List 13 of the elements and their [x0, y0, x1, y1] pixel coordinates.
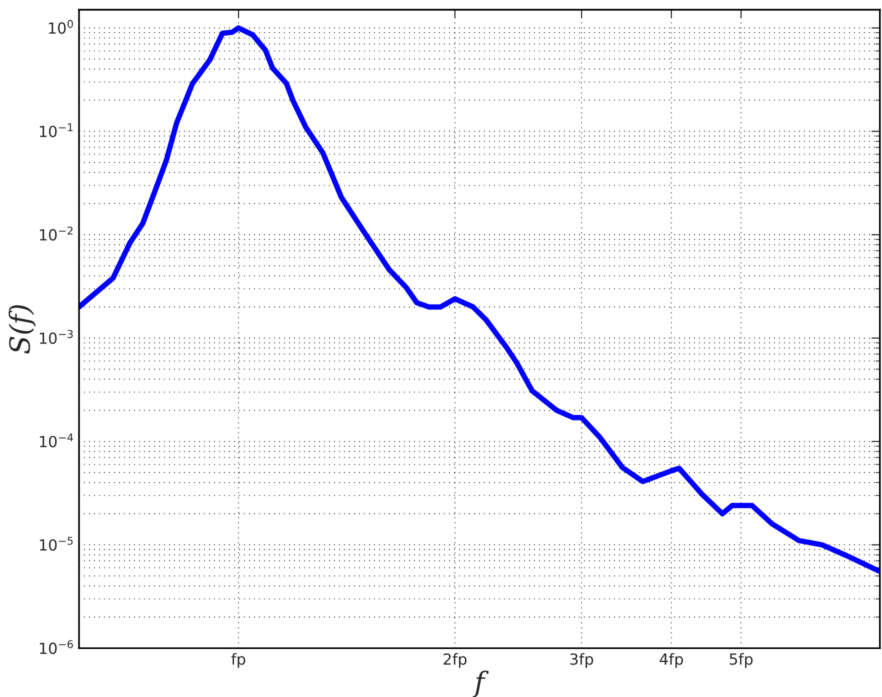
y-tick-label: 10$^{−2}$: [40, 226, 73, 241]
x-tick-label: 3fp: [570, 653, 594, 668]
y-axis-title: S(f): [8, 305, 36, 354]
y-tick-label: 10$^{−1}$: [40, 123, 73, 138]
y-tick-label: 10$^{−6}$: [40, 640, 73, 654]
y-tick-label: 10$^{0}$: [48, 20, 73, 34]
y-tick-label: 10$^{−5}$: [40, 536, 73, 551]
y-tick-label: 10$^{−3}$: [40, 330, 73, 344]
x-tick-label: 4fp: [660, 653, 683, 668]
x-tick-label: 2fp: [444, 653, 467, 668]
x-tick-label: fp: [231, 653, 246, 668]
y-tick-label: 10$^{−4}$: [40, 434, 74, 448]
x-tick-label: 5fp: [730, 653, 753, 668]
